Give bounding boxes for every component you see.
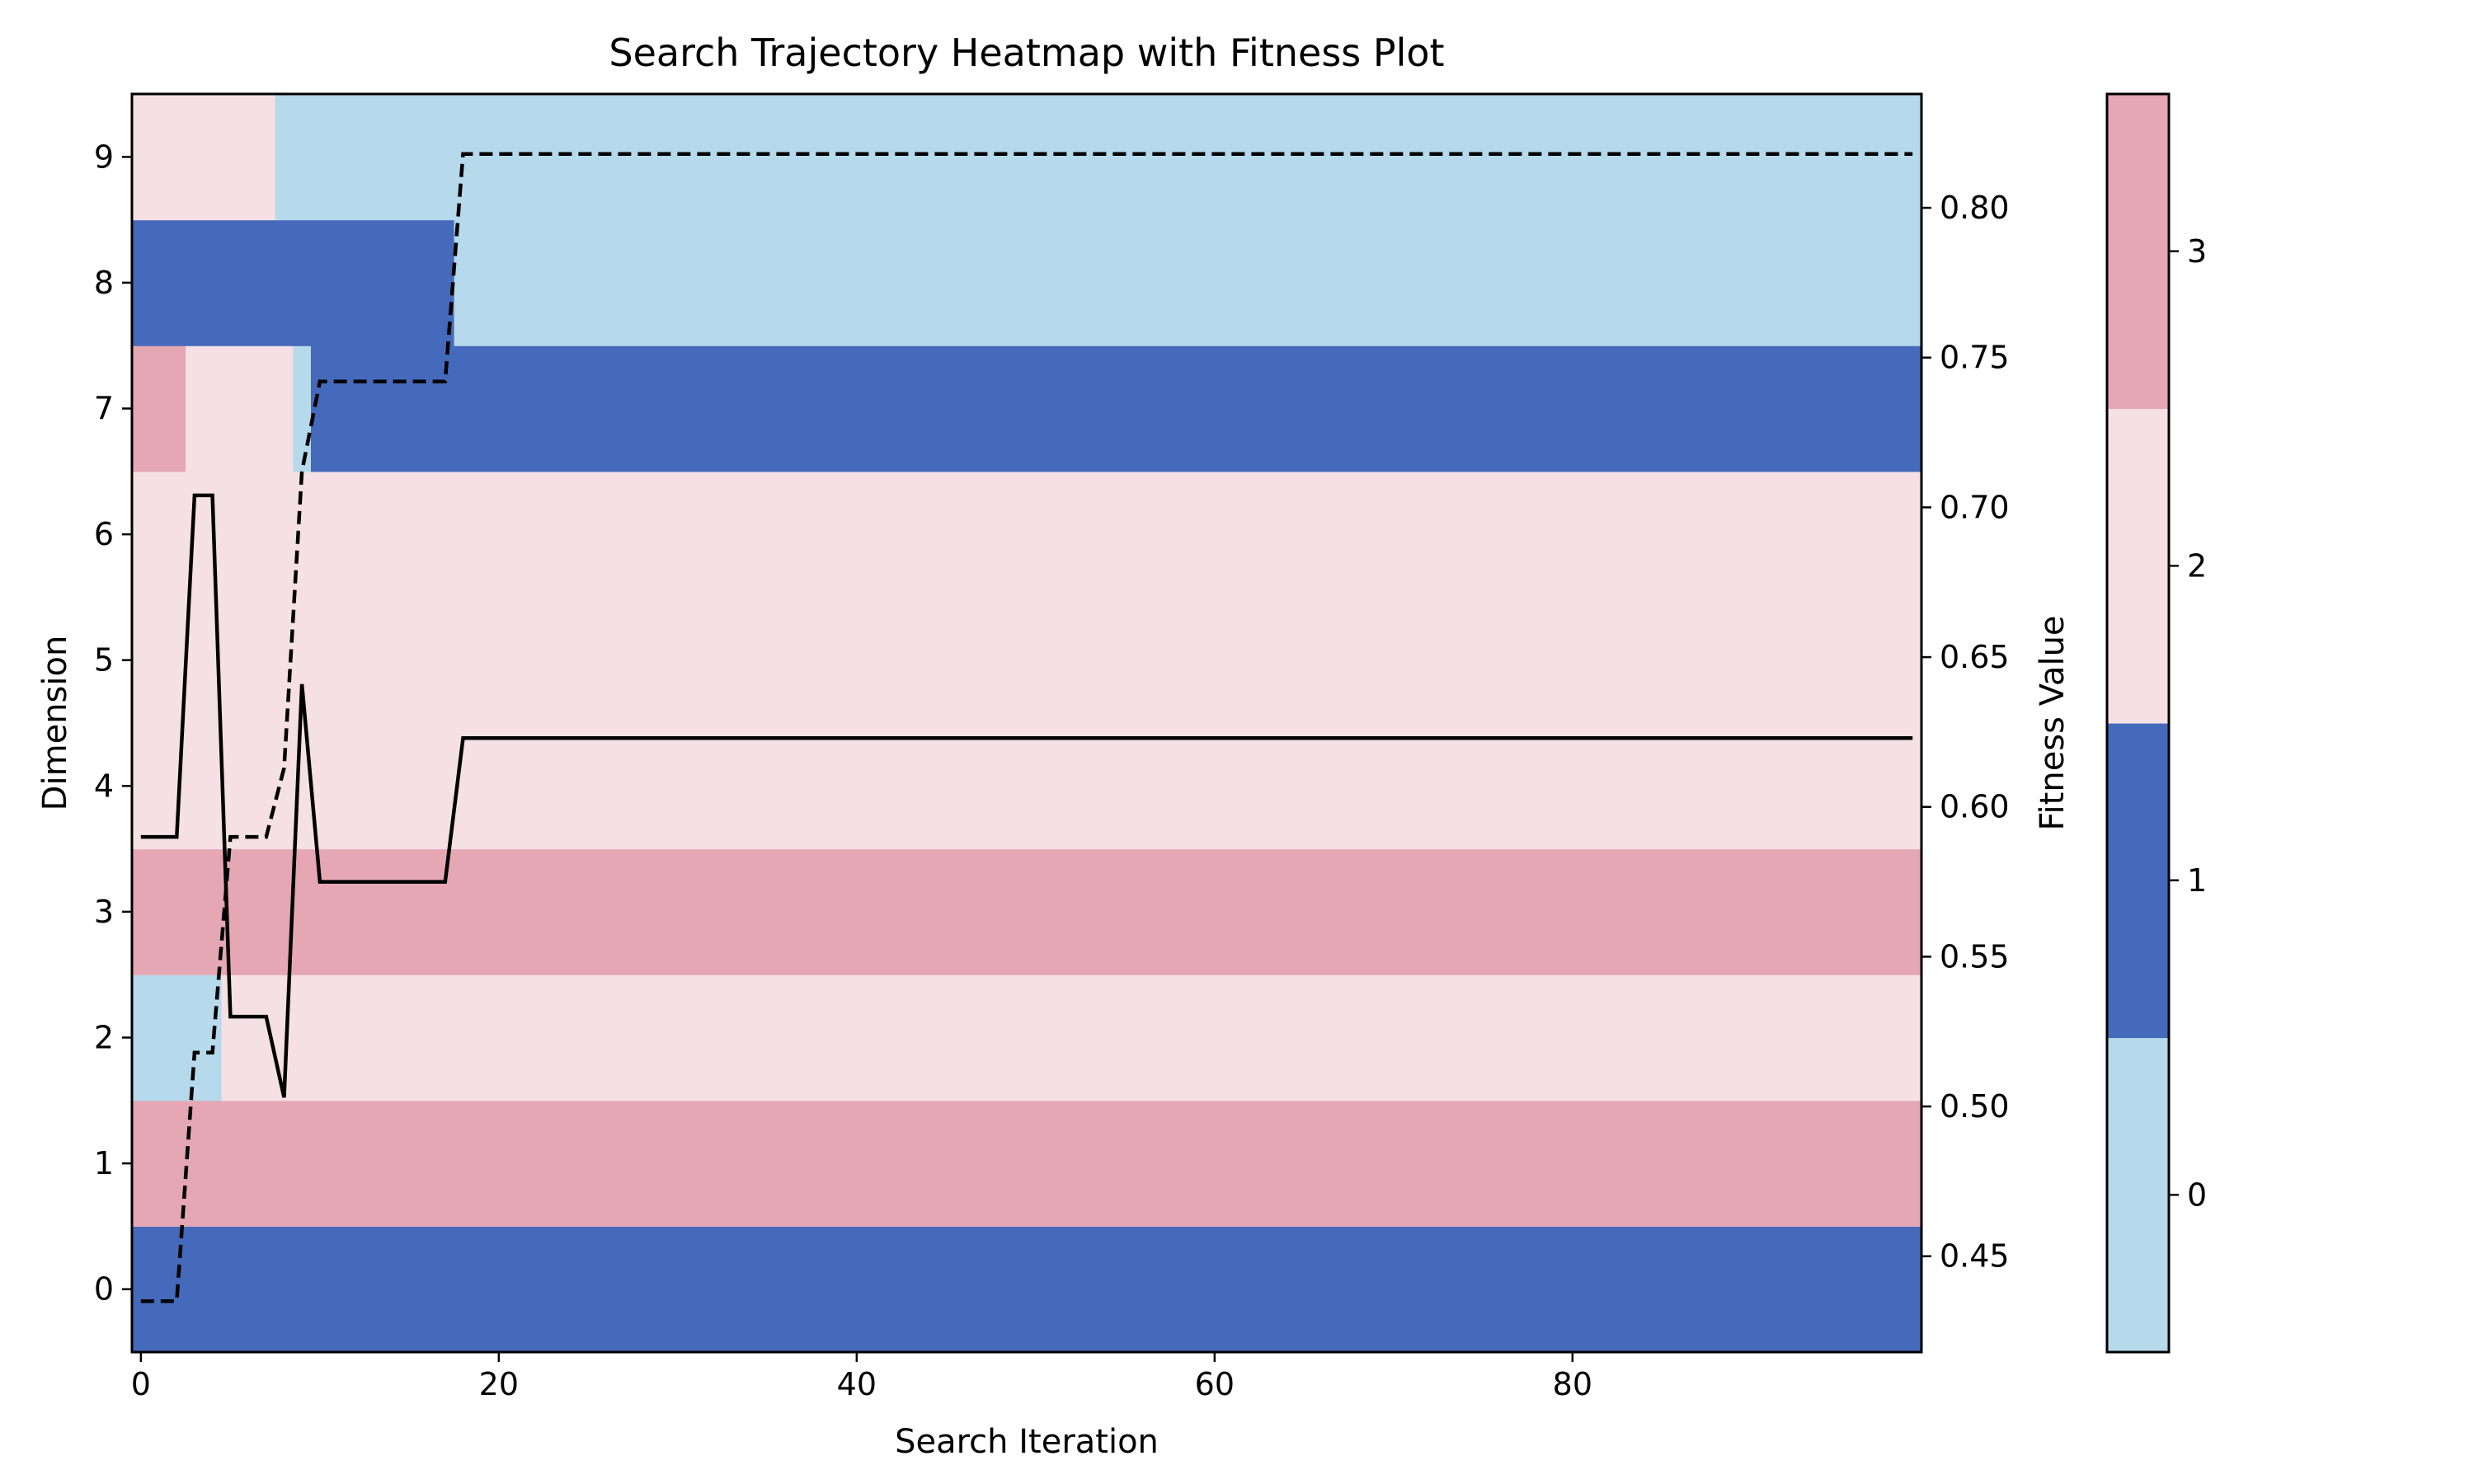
heatmap-cell <box>132 597 1922 724</box>
x-tick-label: 80 <box>1553 1366 1592 1402</box>
x-tick-label: 0 <box>131 1366 151 1402</box>
heatmap-cell <box>311 345 1922 472</box>
heatmap-cell <box>454 219 1922 346</box>
x-tick-label: 60 <box>1195 1366 1235 1402</box>
y2-axis: 0.45 0.50 0.55 0.60 0.65 0.70 0.75 0.80 <box>1921 190 2010 1275</box>
y2-tick-label: 0.60 <box>1940 789 2010 825</box>
y2-axis-label: Fitness Value <box>2034 615 2072 830</box>
heatmap-cell <box>132 471 1922 598</box>
colorbar: 0 1 2 3 <box>2105 92 2207 1354</box>
x-axis-label: Search Iteration <box>895 1423 1159 1461</box>
y-tick-label: 9 <box>94 139 114 175</box>
y2-tick-label: 0.70 <box>1940 489 2010 525</box>
y-tick-label: 3 <box>94 894 114 930</box>
heatmap-cell <box>293 345 312 472</box>
y2-tick-label: 0.65 <box>1940 639 2010 675</box>
y-tick-label: 5 <box>94 642 114 679</box>
y-tick-label: 8 <box>94 265 114 301</box>
x-tick-label: 40 <box>837 1366 877 1402</box>
colorbar-frame <box>2105 92 2171 1354</box>
heatmap <box>132 94 1922 1353</box>
colorbar-tick-label: 3 <box>2187 233 2207 270</box>
colorbar-tick-label: 2 <box>2187 547 2207 584</box>
y2-tick-label: 0.80 <box>1940 190 2010 226</box>
fitness-line-dashed <box>140 152 1913 1303</box>
colorbar-tick-label: 0 <box>2187 1176 2207 1213</box>
x-tick-label: 20 <box>479 1366 519 1402</box>
y-tick-label: 6 <box>94 516 114 552</box>
y-axis-label: Dimension <box>36 636 74 811</box>
fitness-line-solid <box>140 493 1913 1098</box>
plot-frame <box>130 92 1923 1354</box>
heatmap-cell <box>132 723 1922 850</box>
colorbar-segment <box>2107 94 2169 410</box>
y2-tick-label: 0.45 <box>1940 1238 2010 1275</box>
y-tick-label: 4 <box>94 768 114 804</box>
y2-tick-label: 0.75 <box>1940 340 2010 376</box>
colorbar-segment <box>2107 408 2169 724</box>
heatmap-cell <box>221 974 1922 1101</box>
x-axis: 0 20 40 60 80 <box>131 1352 1592 1402</box>
colorbar-tick-label: 1 <box>2187 862 2207 899</box>
heatmap-cell <box>132 848 1922 975</box>
y-tick-label: 1 <box>94 1145 114 1181</box>
heatmap-cell <box>132 345 186 472</box>
heatmap-cell <box>275 94 1922 221</box>
y-axis: 0 1 2 3 4 5 6 7 8 9 <box>94 139 132 1308</box>
y2-tick-label: 0.55 <box>1940 938 2010 974</box>
colorbar-segment <box>2107 1037 2169 1353</box>
heatmap-cell <box>132 94 276 221</box>
y2-tick-label: 0.50 <box>1940 1088 2010 1125</box>
heatmap-cell <box>132 1100 1922 1227</box>
fitness-lines <box>140 152 1913 1303</box>
y-tick-label: 0 <box>94 1271 114 1308</box>
heatmap-cell <box>132 974 223 1101</box>
colorbar-segment <box>2107 723 2169 1039</box>
heatmap-cell <box>132 219 455 346</box>
heatmap-cell <box>186 345 294 472</box>
y-tick-label: 2 <box>94 1020 114 1056</box>
y-tick-label: 7 <box>94 391 114 427</box>
heatmap-cell <box>132 1226 1922 1353</box>
chart-title: Search Trajectory Heatmap with Fitness P… <box>609 31 1444 75</box>
